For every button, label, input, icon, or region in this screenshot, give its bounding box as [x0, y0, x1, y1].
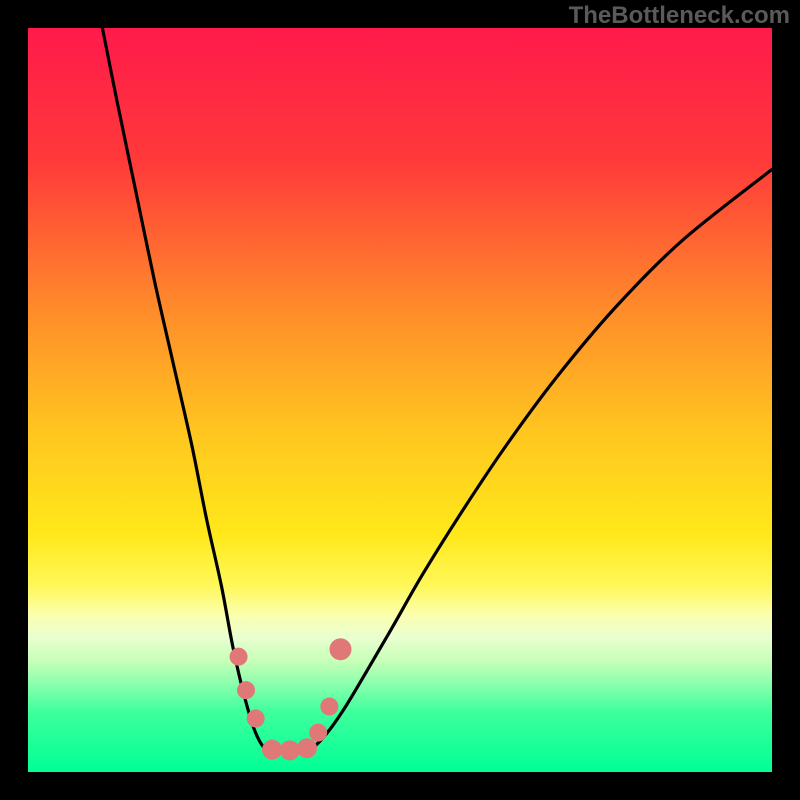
- data-marker: [280, 740, 300, 760]
- chart-svg: [28, 28, 772, 772]
- data-marker: [237, 681, 255, 699]
- data-marker: [309, 724, 327, 742]
- data-marker: [297, 738, 317, 758]
- gradient-background: [28, 28, 772, 772]
- data-marker: [320, 698, 338, 716]
- chart-plot-area: [28, 28, 772, 772]
- frame-left: [0, 0, 28, 800]
- data-marker: [247, 709, 265, 727]
- data-marker: [262, 740, 282, 760]
- frame-bottom: [0, 772, 800, 800]
- frame-right: [772, 0, 800, 800]
- watermark-text: TheBottleneck.com: [569, 2, 790, 30]
- data-marker: [230, 648, 248, 666]
- data-marker: [329, 638, 351, 660]
